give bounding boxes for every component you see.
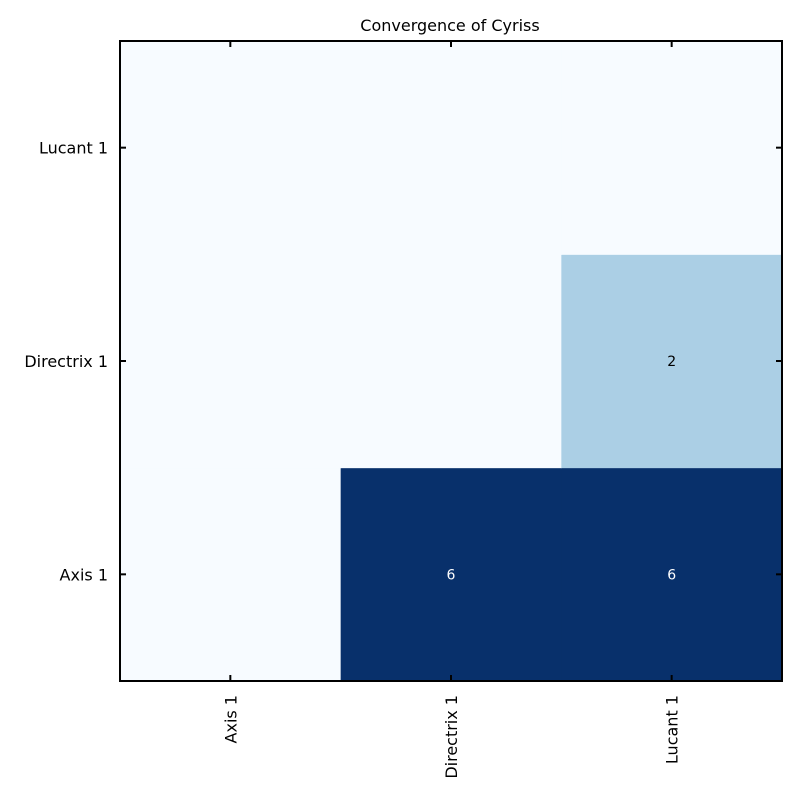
cell-value-label: 6 (667, 567, 676, 583)
heatmap-cell (120, 467, 342, 682)
heatmap-cell (340, 467, 562, 682)
heatmap-cell (561, 467, 783, 682)
chart-title: Convergence of Cyriss (360, 16, 539, 35)
cell-value-label: 6 (447, 567, 456, 583)
y-tick-label: Directrix 1 (24, 352, 108, 371)
x-tick-label: Directrix 1 (442, 695, 461, 779)
heatmap-cells (120, 41, 783, 682)
heatmap-cell (340, 254, 562, 469)
x-tick-label: Axis 1 (221, 695, 240, 743)
heatmap-cell (340, 41, 562, 255)
heatmap-cell (561, 254, 783, 469)
y-tick-label: Lucant 1 (39, 139, 108, 158)
heatmap-cell (561, 41, 783, 255)
heatmap-cell (120, 254, 342, 469)
x-tick-label: Lucant 1 (663, 695, 682, 764)
heatmap-cell (120, 41, 342, 255)
heatmap-cell-labels: 6 6 2 (447, 354, 677, 583)
y-tick-label: Axis 1 (60, 565, 108, 584)
plot-frame (119, 40, 783, 682)
cell-value-label: 2 (667, 354, 676, 370)
